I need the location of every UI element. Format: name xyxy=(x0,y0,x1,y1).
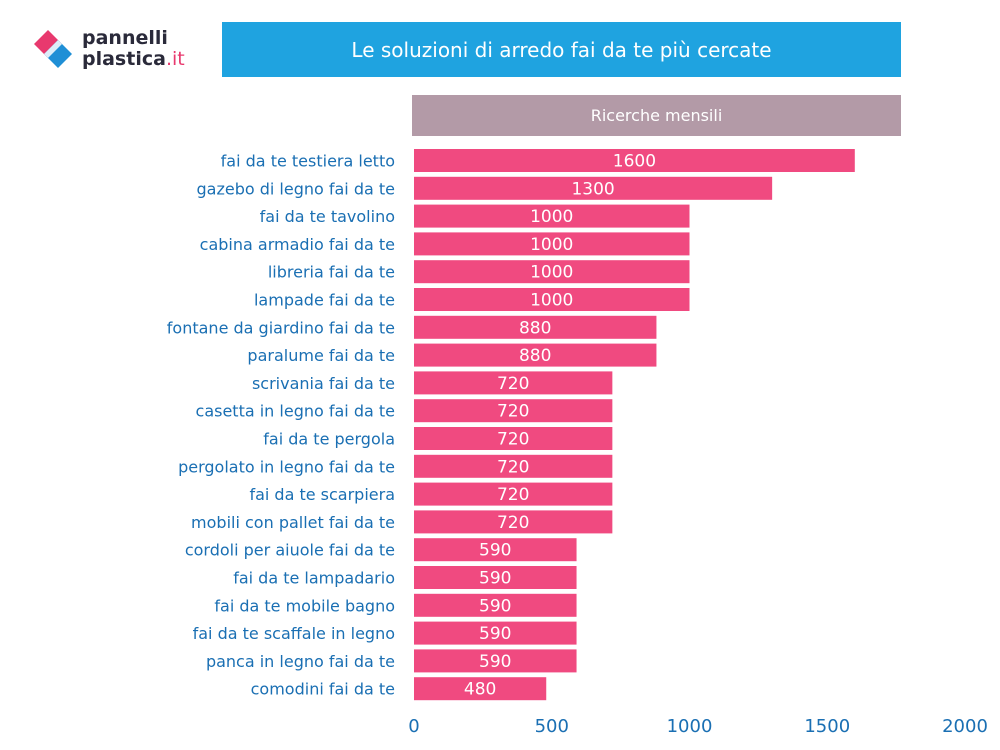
bar-11 xyxy=(414,454,613,478)
bar-2 xyxy=(414,204,690,228)
brand-logo: pannelli plastica.it xyxy=(34,26,214,74)
series-header: Ricerche mensili xyxy=(412,95,901,136)
bar-16 xyxy=(414,593,577,617)
brand-line-1: pannelli xyxy=(82,27,168,49)
bar-5 xyxy=(414,288,690,311)
category-label-4: libreria fai da te xyxy=(268,263,395,282)
bar-7 xyxy=(414,343,657,367)
bar-17 xyxy=(414,621,577,645)
category-label-19: comodini fai da te xyxy=(251,680,395,699)
bar-4 xyxy=(414,260,690,284)
category-label-9: casetta in legno fai da te xyxy=(196,402,395,421)
brand-line-2: plastica.it xyxy=(82,49,185,70)
x-tick-label-4: 2000 xyxy=(942,716,988,737)
category-label-12: fai da te scarpiera xyxy=(249,485,395,504)
category-label-15: fai da te lampadario xyxy=(233,569,395,588)
bar-19 xyxy=(414,677,547,701)
category-label-13: mobili con pallet fai da te xyxy=(191,513,395,532)
bar-13 xyxy=(414,510,613,534)
category-label-17: fai da te scaffale in legno xyxy=(193,624,395,643)
x-tick-label-2: 1000 xyxy=(667,716,713,737)
logo-icon xyxy=(34,30,72,68)
category-label-0: fai da te testiera letto xyxy=(221,152,395,171)
bar-value-label-1: 1300 xyxy=(571,179,614,199)
category-label-18: panca in legno fai da te xyxy=(206,652,395,671)
bar-14 xyxy=(414,538,577,562)
category-label-10: fai da te pergola xyxy=(263,430,395,449)
category-label-2: fai da te tavolino xyxy=(260,207,395,226)
bar-value-label-10: 720 xyxy=(497,430,529,450)
bar-1 xyxy=(414,176,773,200)
category-label-1: gazebo di legno fai da te xyxy=(196,179,395,198)
category-label-14: cordoli per aiuole fai da te xyxy=(185,541,395,560)
brand-name: pannelli plastica.it xyxy=(82,28,185,70)
category-label-8: scrivania fai da te xyxy=(252,374,395,393)
category-label-16: fai da te mobile bagno xyxy=(214,596,395,615)
category-label-5: lampade fai da te xyxy=(254,291,395,310)
x-tick-label-0: 0 xyxy=(408,716,419,737)
bar-value-label-13: 720 xyxy=(497,513,529,533)
bar-value-label-5: 1000 xyxy=(530,291,573,311)
bar-18 xyxy=(414,649,577,673)
bar-15 xyxy=(414,566,577,589)
x-tick-label-1: 500 xyxy=(535,716,569,737)
bar-value-label-12: 720 xyxy=(497,485,529,505)
chart-title: Le soluzioni di arredo fai da te più cer… xyxy=(222,22,901,77)
bar-8 xyxy=(414,371,613,395)
bar-value-label-15: 590 xyxy=(479,569,511,589)
bar-9 xyxy=(414,399,613,423)
bar-10 xyxy=(414,427,613,450)
brand-domain: .it xyxy=(165,48,185,70)
bar-value-label-14: 590 xyxy=(479,541,511,561)
bar-12 xyxy=(414,482,613,506)
bar-value-label-18: 590 xyxy=(479,652,511,672)
bar-value-label-6: 880 xyxy=(519,318,551,338)
bar-value-label-0: 1600 xyxy=(613,152,656,172)
bar-value-label-16: 590 xyxy=(479,596,511,616)
x-tick-label-3: 1500 xyxy=(804,716,850,737)
bar-value-label-2: 1000 xyxy=(530,207,573,227)
bar-value-label-19: 480 xyxy=(464,680,496,700)
bar-value-label-3: 1000 xyxy=(530,235,573,255)
bar-value-label-9: 720 xyxy=(497,402,529,422)
bar-value-label-11: 720 xyxy=(497,457,529,477)
bar-value-label-4: 1000 xyxy=(530,263,573,283)
category-label-6: fontane da giardino fai da te xyxy=(167,318,395,337)
bar-3 xyxy=(414,232,690,256)
bar-6 xyxy=(414,315,657,339)
brand-line-2a: plastica xyxy=(82,48,166,70)
bar-value-label-8: 720 xyxy=(497,374,529,394)
category-label-7: paralume fai da te xyxy=(247,346,395,365)
category-label-3: cabina armadio fai da te xyxy=(200,235,395,254)
bar-0 xyxy=(414,149,855,172)
bar-value-label-7: 880 xyxy=(519,346,551,366)
bar-value-label-17: 590 xyxy=(479,624,511,644)
category-label-11: pergolato in legno fai da te xyxy=(178,457,395,476)
